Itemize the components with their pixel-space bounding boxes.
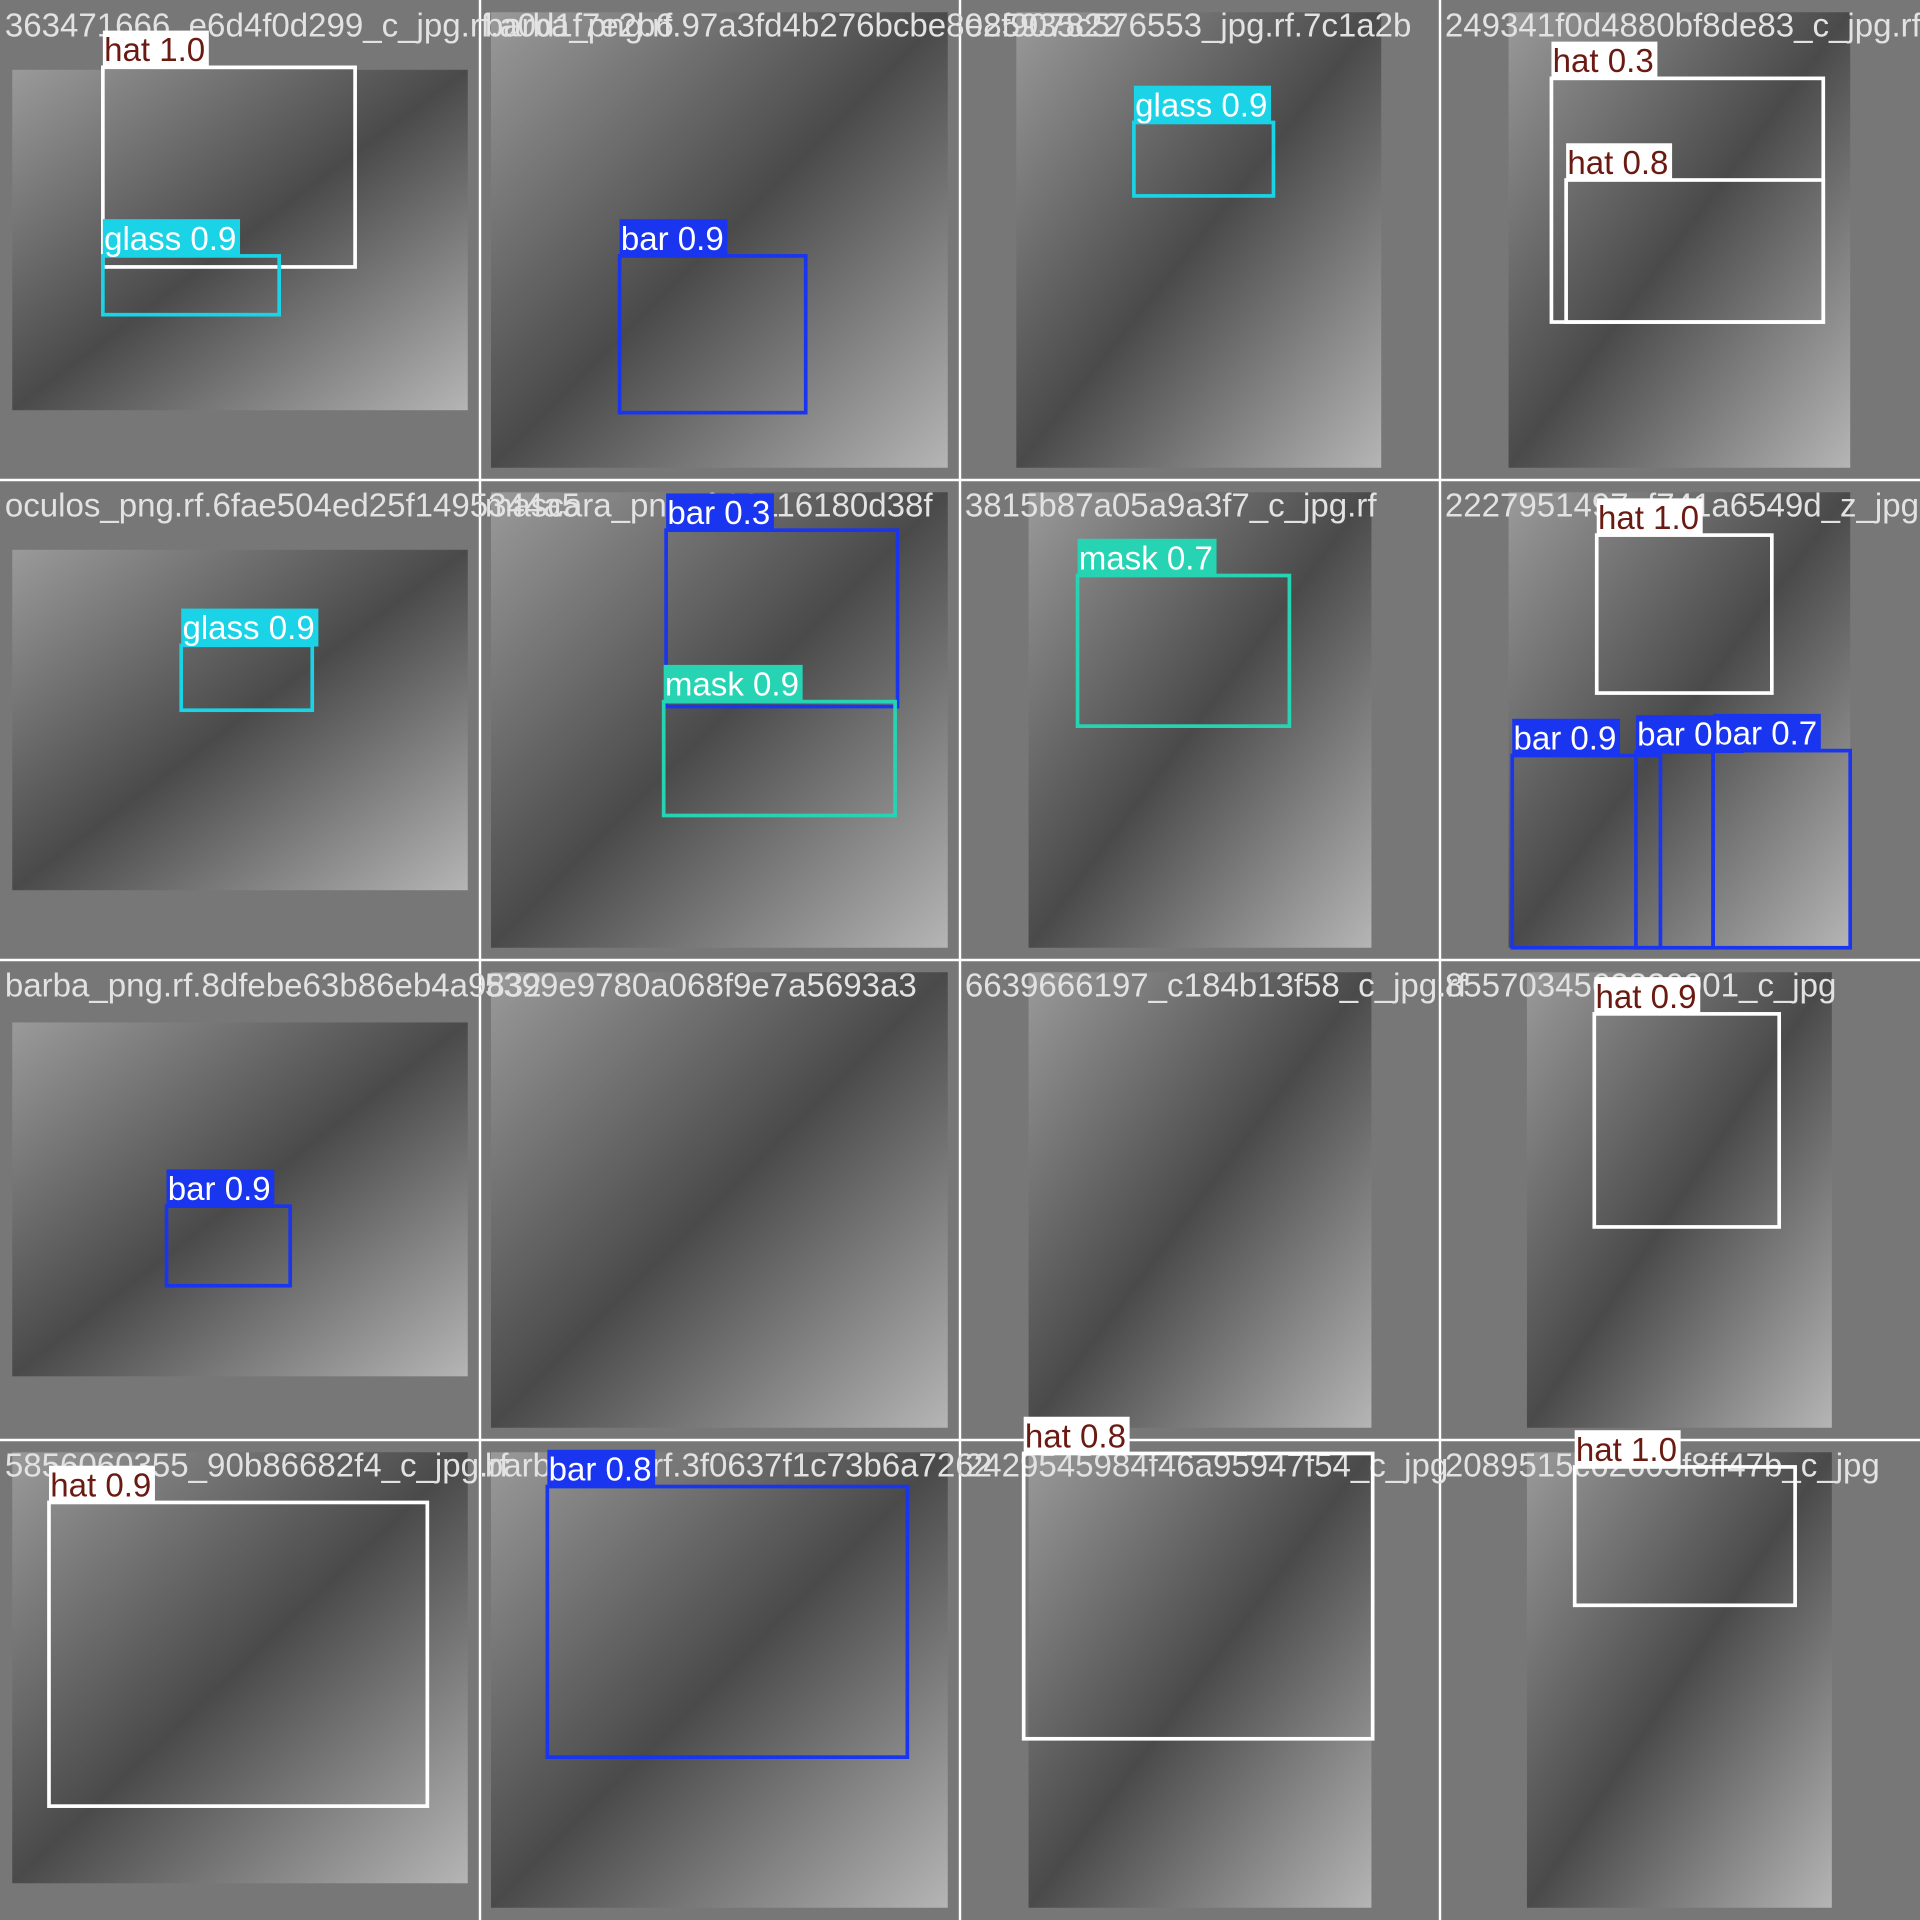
label-text: bar 0.9 — [168, 1171, 271, 1208]
filename: 3815b87a05a9a3f7_c_jpg.rf — [965, 488, 1377, 525]
label-text: glass 0.9 — [1135, 87, 1267, 124]
label-text: glass 0.9 — [182, 610, 314, 647]
photo — [491, 492, 948, 948]
detection-label: bar 0.9 — [1512, 718, 1621, 757]
label-text: hat 0.3 — [1553, 43, 1654, 80]
detection-label: bar 0.9 — [619, 219, 728, 258]
photo — [1028, 1452, 1372, 1908]
label-background — [102, 30, 209, 69]
detection-box — [47, 1500, 430, 1808]
filename: 6639666197_c184b13f58_c_jpg.rf — [965, 968, 1467, 1005]
label-background — [547, 1449, 656, 1488]
label-background — [1551, 41, 1658, 80]
photo — [1526, 1452, 1832, 1908]
detection-label: hat 0.9 — [1594, 977, 1701, 1016]
detection-box — [101, 65, 357, 269]
label-text: hat 0.9 — [50, 1467, 151, 1504]
label-background — [663, 664, 803, 703]
photo — [12, 549, 468, 891]
detection-box — [1021, 1451, 1375, 1741]
label-background — [102, 219, 241, 258]
detection-label: mask 0.9 — [663, 664, 803, 704]
label-background — [1512, 718, 1621, 757]
label-text: hat 1.0 — [104, 32, 205, 69]
filename: oculos_png.rf.6fae504ed25f1495344a5 — [5, 488, 580, 525]
detection-label: mask 0.7 — [1077, 538, 1217, 577]
photo — [491, 1452, 948, 1908]
label-text: bar 0.3 — [667, 495, 770, 532]
detection-box — [1572, 1465, 1797, 1608]
label-background — [1574, 1430, 1681, 1469]
label-background — [48, 1465, 155, 1504]
label-background — [1023, 1416, 1130, 1455]
photo — [1526, 972, 1832, 1428]
label-background — [619, 219, 728, 258]
photo — [1016, 12, 1382, 468]
detection-box — [664, 528, 900, 709]
label-text: bar 0.9 — [1513, 720, 1616, 757]
detection-label: bar 0.3 — [666, 493, 774, 532]
detection-box — [545, 1484, 910, 1759]
label-text: mask 0.7 — [1079, 540, 1213, 577]
label-background — [1596, 498, 1703, 537]
label-background — [1713, 713, 1821, 752]
detection-label: hat 0.3 — [1551, 41, 1658, 80]
label-text: hat 0.9 — [1596, 979, 1697, 1016]
label-text: hat 1.0 — [1576, 1432, 1677, 1469]
label-background — [1594, 977, 1701, 1016]
label-text: mask 0.9 — [665, 667, 799, 704]
detection-label: bar 0.9 — [166, 1169, 275, 1208]
label-text: hat 0.8 — [1567, 145, 1668, 182]
photo — [1028, 972, 1372, 1428]
label-text: glass 0.9 — [104, 221, 236, 258]
detection-label: hat 0.8 — [1566, 143, 1673, 182]
label-background — [1566, 143, 1673, 182]
photo — [491, 972, 948, 1428]
label-text: bar 0.9 — [621, 221, 724, 258]
detection-label: glass 0.9 — [102, 219, 241, 258]
detection-label: bar 0.8 — [547, 1449, 656, 1488]
photo — [12, 1452, 468, 1884]
label-text: bar 0.7 — [1714, 715, 1817, 752]
label-background — [666, 493, 774, 532]
detection-label: bar 0.7 — [1713, 713, 1821, 752]
filename: e85935c576553_jpg.rf.7c1a2b — [965, 8, 1412, 45]
filename: 5399e9780a068f9e7a5693a3 — [485, 968, 917, 1005]
detection-label: hat 0.9 — [48, 1465, 155, 1504]
filename: 249341f0d4880bf8de83_c_jpg.rf — [1445, 8, 1920, 45]
detection-label: hat 1.0 — [1574, 1430, 1681, 1469]
detection-label: glass 0.9 — [181, 608, 319, 647]
detection-label: hat 0.8 — [1023, 1416, 1130, 1455]
label-background — [181, 608, 319, 647]
label-text: bar 0.8 — [549, 1451, 652, 1488]
detection-box — [1564, 178, 1826, 324]
label-background — [1077, 538, 1217, 577]
label-text: hat 0.8 — [1025, 1418, 1126, 1455]
detection-label: hat 1.0 — [1596, 498, 1703, 537]
label-background — [166, 1169, 275, 1208]
filename: barba_png.rf.97a3fd4b276bcbe802f907822 — [485, 8, 1121, 45]
detection-label: hat 1.0 — [102, 30, 209, 69]
label-text: hat 1.0 — [1598, 500, 1699, 537]
label-background — [1133, 85, 1272, 124]
photo — [1508, 12, 1851, 468]
detection-label: glass 0.9 — [1133, 85, 1272, 124]
filename: barba_png.rf.8dfebe63b86eb4a9832 — [5, 968, 542, 1005]
